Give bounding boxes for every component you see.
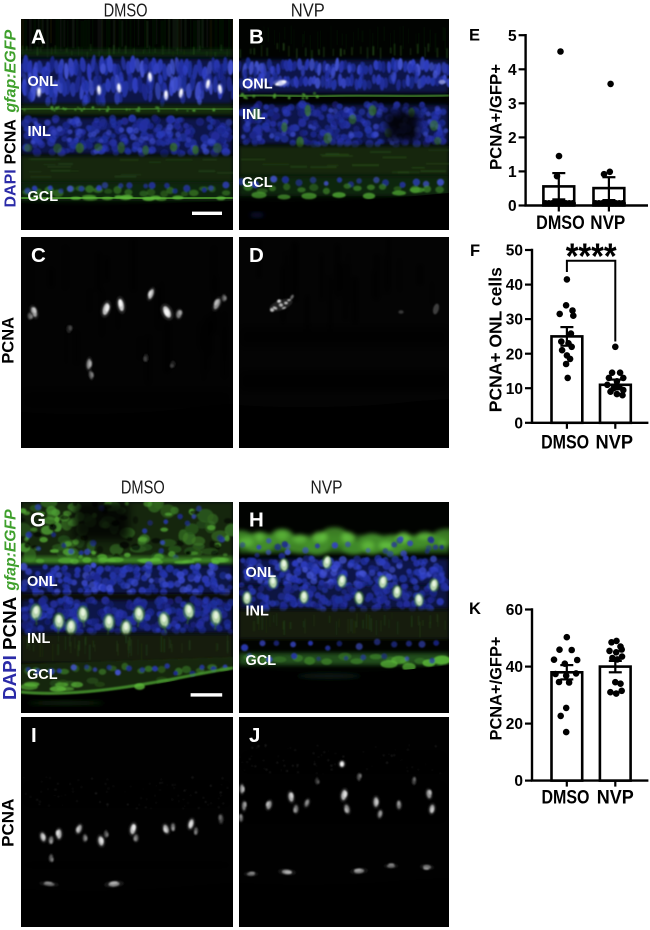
svg-text:G: G [30, 509, 46, 532]
svg-text:****: **** [566, 236, 617, 277]
svg-text:A: A [31, 26, 46, 49]
svg-text:1: 1 [508, 164, 517, 181]
svg-text:INL: INL [246, 604, 270, 620]
svg-text:60: 60 [506, 602, 523, 619]
svg-text:3: 3 [508, 96, 517, 113]
svg-text:50: 50 [506, 243, 523, 260]
svg-text:0: 0 [508, 198, 517, 215]
svg-text:GCL: GCL [27, 667, 58, 683]
svg-text:PCNA: PCNA [0, 317, 18, 364]
svg-text:PCNA: PCNA [3, 119, 20, 165]
svg-text:PCNA: PCNA [0, 596, 20, 650]
svg-text:40: 40 [506, 659, 523, 676]
svg-text:D: D [249, 244, 264, 267]
svg-text:INL: INL [28, 124, 52, 140]
svg-text:gfap:EGFP: gfap:EGFP [3, 509, 20, 592]
svg-text:INL: INL [242, 107, 266, 123]
svg-text:ONL: ONL [242, 77, 273, 93]
svg-text:40: 40 [506, 277, 523, 294]
svg-text:10: 10 [506, 381, 523, 398]
svg-text:I: I [31, 724, 37, 747]
svg-text:PCNA: PCNA [0, 799, 18, 847]
svg-text:K: K [469, 600, 481, 618]
svg-text:B: B [249, 26, 264, 49]
svg-text:DAPI: DAPI [0, 655, 20, 700]
svg-text:DMSO: DMSO [542, 788, 590, 809]
svg-text:20: 20 [506, 346, 523, 363]
svg-text:0: 0 [514, 415, 523, 432]
svg-text:DMSO: DMSO [541, 433, 589, 454]
svg-text:DAPI: DAPI [3, 169, 20, 207]
svg-text:NVP: NVP [597, 788, 634, 809]
svg-text:NVP: NVP [590, 213, 625, 234]
svg-text:DMSO: DMSO [536, 213, 585, 234]
svg-text:0: 0 [514, 773, 523, 790]
svg-text:DMSO: DMSO [104, 0, 148, 20]
svg-text:C: C [31, 244, 46, 267]
svg-text:DMSO: DMSO [121, 477, 165, 498]
svg-text:GCL: GCL [242, 175, 273, 191]
svg-text:PCNA+ ONL cells: PCNA+ ONL cells [486, 267, 506, 412]
svg-text:ONL: ONL [27, 574, 58, 590]
svg-text:30: 30 [506, 312, 523, 329]
svg-text:PCNA+/GFP+: PCNA+/GFP+ [487, 636, 506, 740]
svg-text:4: 4 [508, 62, 517, 79]
svg-text:E: E [469, 27, 480, 45]
svg-text:5: 5 [508, 28, 517, 45]
svg-text:INL: INL [27, 631, 51, 647]
svg-text:2: 2 [508, 130, 517, 147]
svg-text:NVP: NVP [311, 477, 343, 498]
svg-text:NVP: NVP [596, 433, 634, 454]
svg-text:ONL: ONL [246, 565, 277, 581]
svg-text:gfap:EGFP: gfap:EGFP [3, 30, 20, 114]
svg-text:F: F [470, 242, 480, 260]
svg-text:ONL: ONL [28, 74, 59, 90]
svg-text:H: H [249, 509, 264, 532]
svg-text:GCL: GCL [28, 189, 59, 205]
svg-text:PCNA+/GFP+: PCNA+/GFP+ [487, 64, 506, 170]
svg-text:J: J [249, 724, 260, 747]
svg-text:NVP: NVP [291, 0, 325, 20]
svg-text:GCL: GCL [246, 653, 277, 669]
svg-text:20: 20 [506, 716, 523, 733]
